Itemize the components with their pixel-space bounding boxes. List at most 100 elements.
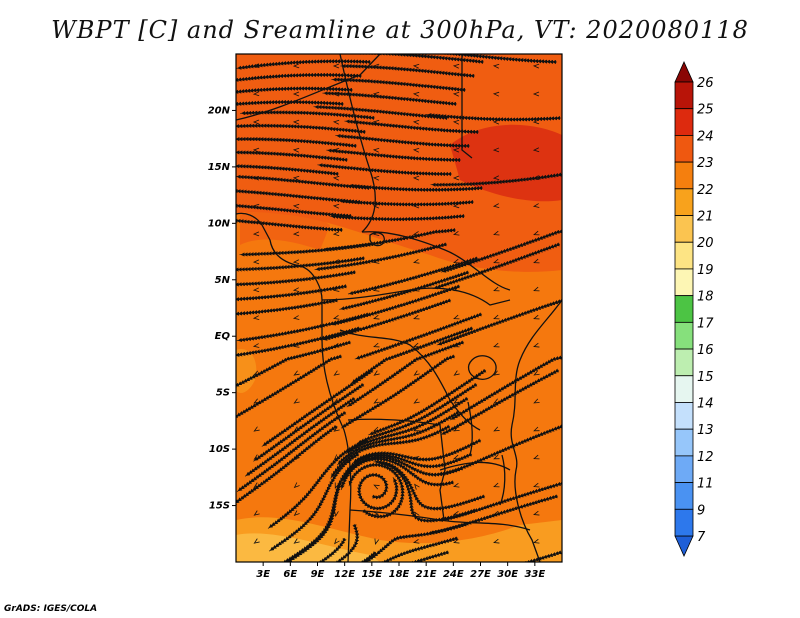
streamline-arrow (252, 175, 260, 181)
streamline-arrow (293, 370, 300, 376)
streamline-arrow (292, 91, 300, 97)
colorbar-top-arrow (674, 61, 694, 83)
colorbar-band (674, 108, 694, 136)
colorbar-label-15: 15 (697, 370, 714, 385)
streamline (236, 136, 358, 148)
streamline-arrow (332, 63, 340, 69)
streamline-arrow (252, 287, 260, 293)
streamline-arrow (492, 175, 500, 181)
lat-label-10n: 10N (208, 218, 231, 229)
streamline-arrow (293, 510, 300, 517)
streamline-arrow (412, 456, 420, 461)
streamline-arrow (532, 203, 540, 208)
streamline-arrow (493, 426, 500, 432)
colorbar-label-17: 17 (697, 316, 714, 331)
lon-label-33e: 33E (524, 569, 545, 580)
streamline-arrow (533, 258, 540, 264)
colorbar-band (674, 188, 694, 216)
streamline-arrow (372, 91, 380, 97)
streamline-arrow (252, 119, 260, 125)
streamline-arrow (292, 63, 300, 69)
lat-label-20n: 20N (208, 105, 231, 116)
streamline-arrow (532, 91, 540, 97)
streamline-arrow (374, 538, 380, 545)
streamline-arrow (332, 119, 340, 125)
streamline-arrow (253, 398, 260, 404)
streamline-arrow (373, 342, 380, 348)
streamline-arrow (453, 342, 460, 348)
streamline-arrow (453, 398, 460, 404)
streamline (236, 86, 354, 94)
streamline-arrow (452, 63, 460, 69)
streamline-arrow (372, 175, 380, 181)
colorbar-label-12: 12 (697, 450, 714, 465)
streamline-arrow (413, 314, 420, 320)
streamline-arrow (333, 370, 340, 376)
lat-label-5s: 5S (216, 388, 230, 399)
streamline-arrow (493, 230, 500, 236)
colorbar-band (674, 402, 694, 430)
streamline-arrow (493, 398, 500, 404)
streamline-arrow (533, 370, 540, 376)
colorbar-band (674, 295, 694, 323)
colorbar-band (674, 428, 694, 457)
streamline-arrow (333, 342, 340, 348)
streamline-arrow (332, 175, 340, 181)
streamline-arrow (413, 426, 420, 432)
colorbar-label-11: 11 (697, 477, 714, 492)
streamline-arrow (532, 63, 540, 69)
streamline-arrow (533, 538, 540, 544)
streamline-arrow (293, 398, 300, 404)
streamline-arrow (292, 231, 300, 237)
lat-axis: 20N 15N 10N 5N EQ 5S 10S 15S (208, 105, 236, 512)
streamline-arrow (372, 63, 380, 69)
streamline-arrow (372, 119, 380, 125)
chart-title: WBPT [C] and Sreamline at 300hPa, VT: 20… (51, 16, 749, 44)
streamline-arrow (492, 119, 500, 125)
colorbar-band (674, 215, 694, 243)
streamline-arrow (292, 147, 300, 153)
colorbar-band (674, 135, 694, 163)
streamline-arrow (533, 426, 540, 432)
streamline (344, 119, 480, 135)
lat-label-15n: 15N (208, 162, 231, 173)
lon-label-9e: 9E (311, 569, 325, 580)
streamline-arrow (372, 203, 380, 209)
streamline-arrow (493, 286, 500, 292)
streamline-arrow (373, 398, 380, 404)
streamline-arrow (413, 398, 420, 404)
streamline-arrow (253, 370, 260, 376)
colorbar-label-25: 25 (697, 103, 714, 118)
streamline (513, 550, 562, 562)
streamline-arrow (373, 370, 380, 376)
streamline-arrow (252, 203, 260, 209)
streamline-arrow (372, 231, 380, 236)
streamline-arrow (252, 91, 260, 97)
streamline-arrow (293, 538, 300, 544)
streamline-arrow (373, 287, 380, 292)
streamline-arrow (493, 538, 500, 544)
colorbar-label-20: 20 (697, 236, 714, 251)
streamline-arrow (332, 231, 340, 237)
streamline-arrow (252, 259, 260, 265)
streamline (282, 481, 343, 562)
streamline (426, 113, 562, 122)
streamline-arrow (452, 175, 460, 181)
streamline-arrow (453, 426, 460, 432)
streamline-arrow (252, 231, 260, 237)
streamline-arrow (453, 258, 460, 264)
colorbar-label-18: 18 (697, 290, 714, 305)
streamline-arrow (372, 259, 380, 264)
colorbar: 26 25 24 23 22 21 20 19 18 17 16 15 14 13 12 11 9 7 (674, 61, 714, 557)
streamline-arrow (372, 511, 380, 517)
colorbar-band (674, 455, 694, 483)
lon-label-30e: 30E (497, 569, 518, 580)
streamline-arrow (333, 454, 340, 461)
streamline-arrow (453, 314, 460, 320)
streamline-arrow (252, 63, 260, 69)
streamline-arrow (253, 510, 260, 516)
streamline (335, 133, 471, 149)
streamline-arrow (532, 175, 540, 180)
colorbar-band (674, 348, 694, 377)
